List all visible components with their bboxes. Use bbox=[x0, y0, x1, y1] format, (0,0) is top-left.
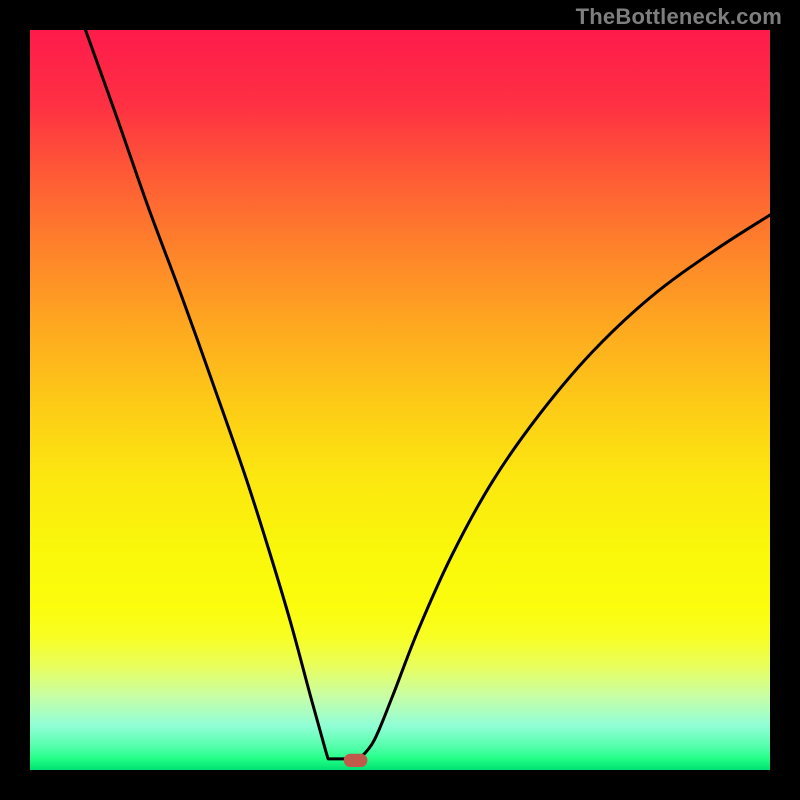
gradient-background bbox=[30, 30, 770, 770]
watermark-text: TheBottleneck.com bbox=[576, 4, 782, 30]
outer-frame: TheBottleneck.com bbox=[0, 0, 800, 800]
plot-svg bbox=[30, 30, 770, 770]
plot-region bbox=[30, 30, 770, 770]
minimum-marker bbox=[344, 754, 368, 767]
